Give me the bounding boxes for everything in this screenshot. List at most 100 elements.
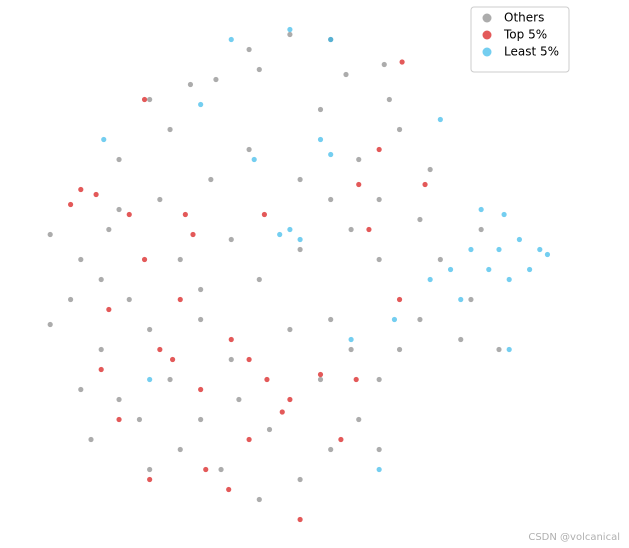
point [486,266,492,273]
point [396,296,403,303]
point [98,276,104,283]
point [116,206,122,213]
point [376,256,382,263]
point [437,256,443,263]
point [506,346,512,353]
point [468,296,474,303]
point [348,346,354,353]
point [208,176,214,183]
point [399,59,405,65]
point [297,516,303,523]
point [198,416,204,423]
legend-marker [482,47,492,57]
point [356,181,362,188]
point [381,61,387,68]
point [537,246,543,253]
legend: Others Top 5% Least 5% [470,6,570,73]
point [116,396,122,403]
point [47,231,53,238]
point [187,81,194,88]
point [458,336,464,343]
point [328,36,334,43]
point [348,226,354,233]
point [116,416,122,423]
point [317,371,324,378]
point [348,336,354,343]
point [177,256,183,263]
plot-area [47,26,551,523]
point [141,96,148,103]
point [506,276,512,283]
point [287,26,293,33]
point [218,466,224,473]
point [356,416,362,423]
point [246,356,252,363]
point [203,466,209,473]
point [501,211,507,218]
point [287,396,293,403]
point [353,376,359,383]
point [256,276,262,283]
point [297,236,303,243]
point [126,296,132,303]
point [297,176,303,183]
point [417,316,423,323]
point [366,226,372,233]
point [376,146,382,153]
point [88,436,94,443]
point [317,106,324,113]
point [287,226,293,233]
point [68,296,74,303]
point [147,376,153,383]
point [516,236,523,243]
legend-marker [482,13,492,23]
point [478,226,484,233]
point [251,156,257,163]
point [157,196,163,203]
point [396,346,403,353]
point [157,346,163,353]
legend-label: Least 5% [504,45,559,59]
point [213,76,219,83]
point [246,46,252,53]
point [328,196,334,203]
point [386,96,392,103]
legend-label: Others [504,11,544,25]
point [101,136,107,143]
point [228,356,234,363]
point [496,346,502,353]
point [147,326,153,333]
point [264,376,270,383]
point [177,296,183,303]
point [236,396,242,403]
point [256,496,262,503]
point [496,246,502,253]
point [228,36,234,43]
point [136,416,143,423]
point [147,96,153,103]
point [376,466,382,473]
point [277,231,283,238]
point [190,231,196,238]
point [198,386,204,393]
point [198,316,204,323]
point [279,409,285,415]
point [246,146,252,153]
point [78,386,84,393]
point [328,316,334,323]
point [376,376,382,383]
point [447,266,454,273]
point [266,426,273,433]
point [198,101,204,108]
point [177,446,183,453]
point [116,156,122,163]
legend-label: Top 5% [503,28,547,42]
point [356,156,362,163]
point [106,226,112,233]
legend-marker [482,30,492,40]
point [141,256,148,263]
point [98,346,104,353]
point [478,206,484,213]
point [147,466,153,473]
point [527,266,533,273]
